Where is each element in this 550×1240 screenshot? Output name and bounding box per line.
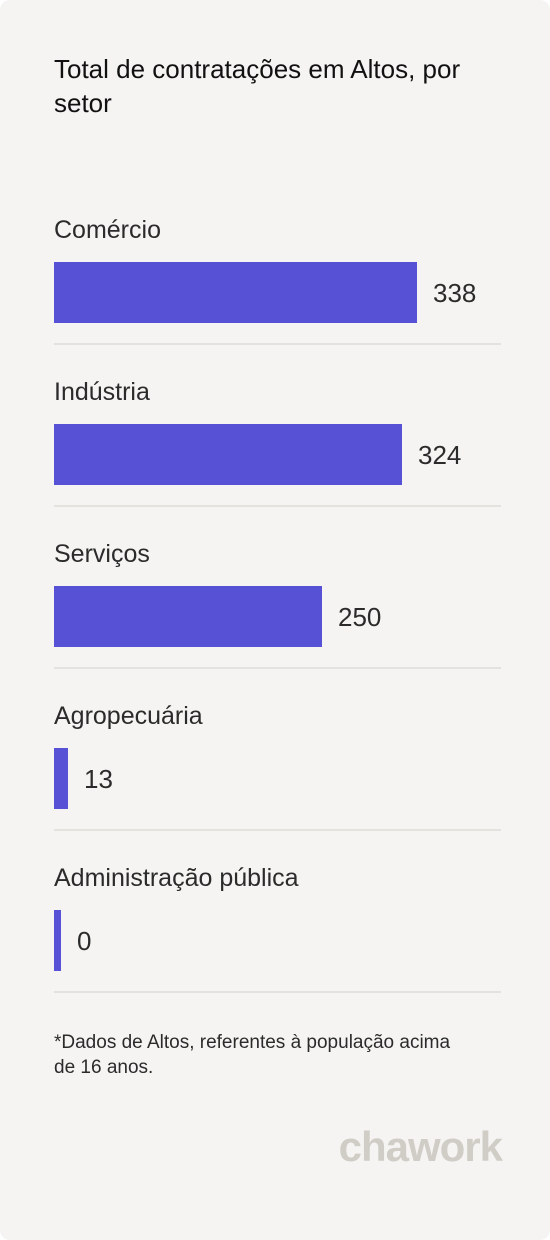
row-divider bbox=[54, 667, 501, 669]
value-label: 338 bbox=[433, 278, 477, 308]
bar-row: Comércio 338 bbox=[54, 210, 501, 372]
value-label: 0 bbox=[77, 926, 92, 956]
footnote: *Dados de Altos, referentes à população … bbox=[54, 1032, 451, 1078]
bar-row: Indústria 324 bbox=[54, 372, 501, 534]
row-divider bbox=[54, 505, 501, 507]
category-label: Administração pública bbox=[54, 864, 299, 892]
bar bbox=[54, 424, 402, 485]
value-label: 250 bbox=[338, 602, 382, 632]
row-divider bbox=[54, 991, 501, 993]
bar bbox=[54, 262, 417, 323]
bar-row: Administração pública 0 bbox=[54, 858, 501, 1020]
row-divider bbox=[54, 829, 501, 831]
bar-row: Agropecuária 13 bbox=[54, 696, 501, 858]
chart-title: Total de contratações em Altos, por seto… bbox=[54, 54, 461, 118]
bar bbox=[54, 910, 61, 971]
value-label: 324 bbox=[418, 440, 462, 470]
brand-logo: chawork bbox=[338, 1123, 503, 1170]
bar-chart: Comércio 338 Indústria 324 Serviços 250 Agrope… bbox=[54, 210, 501, 1020]
value-label: 13 bbox=[84, 764, 113, 794]
category-label: Agropecuária bbox=[54, 702, 203, 730]
bar bbox=[54, 586, 322, 647]
category-label: Indústria bbox=[54, 378, 150, 406]
bar bbox=[54, 748, 68, 809]
category-label: Comércio bbox=[54, 216, 161, 244]
row-divider bbox=[54, 343, 501, 345]
bar-row: Serviços 250 bbox=[54, 534, 501, 696]
category-label: Serviços bbox=[54, 540, 150, 568]
